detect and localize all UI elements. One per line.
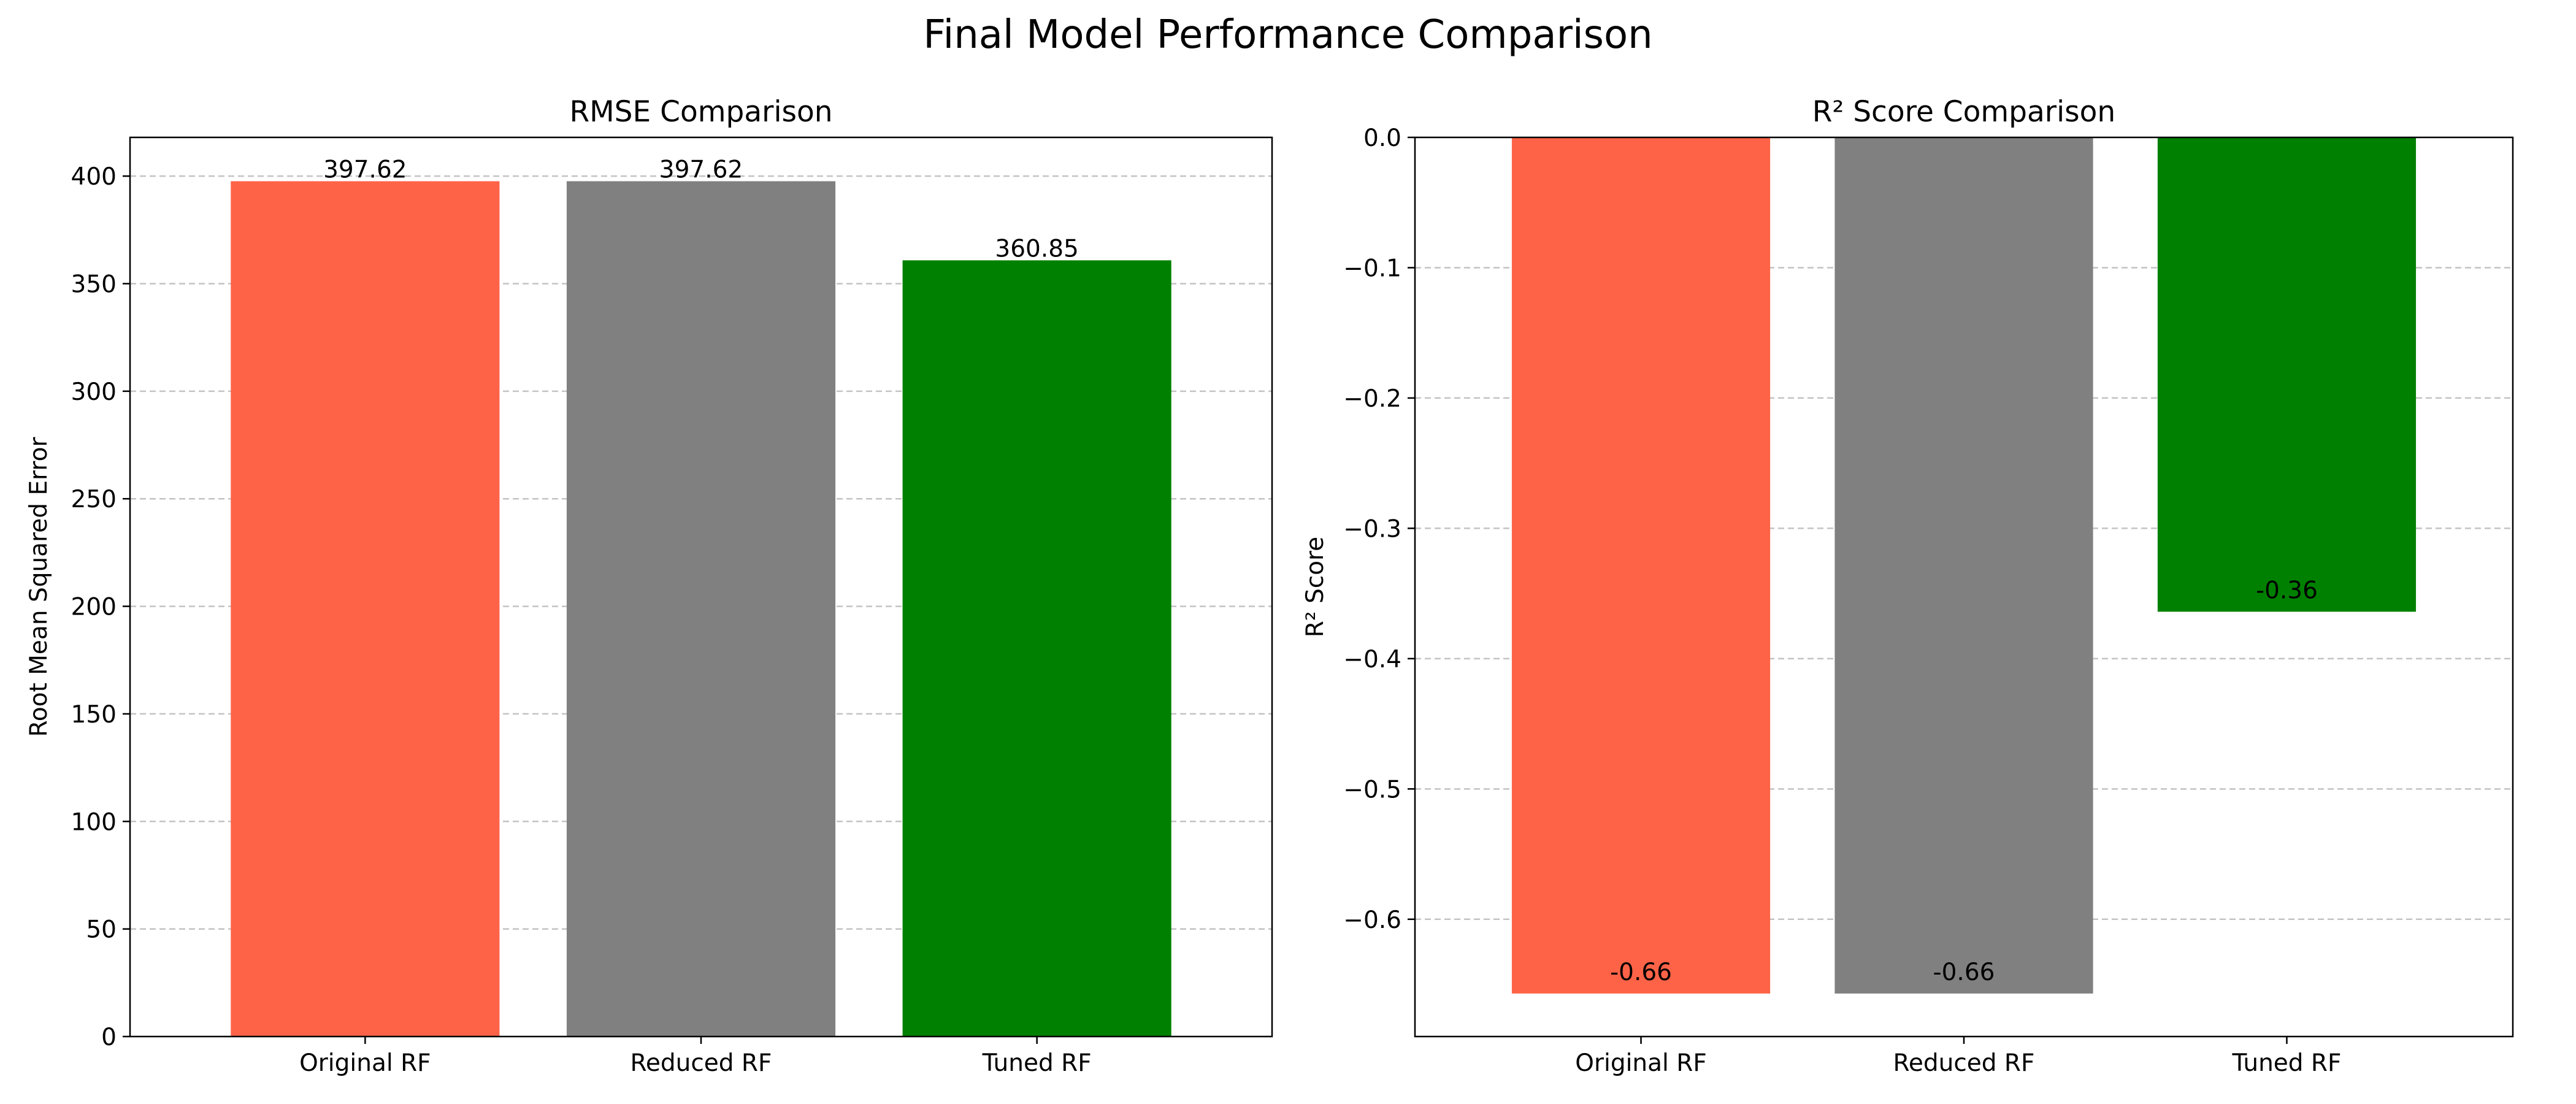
y-tick-label: −0.6 <box>1343 907 1401 934</box>
rmse-panel: 397.62 Original RF 397.62 Reduced RF 360.85 T… <box>25 95 1273 1077</box>
panel-title: RMSE Comparison <box>569 95 832 129</box>
data-label-reduced-rf: -0.66 <box>1933 959 1995 986</box>
bar-tuned-rf <box>902 260 1171 1037</box>
y-tick-label: 0 <box>101 1024 117 1051</box>
y-tick-label: 100 <box>71 808 117 836</box>
data-label-tuned-rf: 360.85 <box>995 235 1078 263</box>
r2-panel: -0.66 Original RF -0.66 Reduced RF -0.36 Tune… <box>1301 95 2514 1077</box>
y-tick-label: 400 <box>71 163 117 191</box>
y-tick-label: 250 <box>71 486 117 513</box>
x-tick-label-tuned-rf: Tuned RF <box>2231 1049 2341 1077</box>
bar-original-rf <box>1511 137 1771 994</box>
figure-title: Final Model Performance Comparison <box>923 12 1652 58</box>
y-axis-label: Root Mean Squared Error <box>25 437 53 737</box>
x-tick-label-tuned-rf: Tuned RF <box>982 1049 1092 1077</box>
y-tick-label: −0.1 <box>1343 255 1401 282</box>
y-tick-label: 150 <box>71 701 117 729</box>
y-tick-label: 0.0 <box>1363 125 1401 152</box>
y-tick-label: 50 <box>86 916 117 944</box>
y-tick-label: 350 <box>71 270 117 298</box>
bar-original-rf <box>231 181 500 1037</box>
plot-frame <box>129 136 1273 1038</box>
x-tick-label-reduced-rf: Reduced RF <box>631 1049 772 1077</box>
y-axis-label: R² Score <box>1301 537 1329 637</box>
y-tick-label: −0.4 <box>1343 646 1401 673</box>
data-label-original-rf: 397.62 <box>323 156 407 183</box>
bar-tuned-rf <box>2157 137 2417 612</box>
bar-reduced-rf <box>566 181 836 1037</box>
bar-reduced-rf <box>1834 137 2093 994</box>
y-tick-label: −0.3 <box>1343 515 1401 543</box>
x-tick-label-original-rf: Original RF <box>1575 1049 1707 1077</box>
x-tick-label-original-rf: Original RF <box>299 1049 431 1077</box>
panel-title: R² Score Comparison <box>1812 95 2115 129</box>
y-tick-label: 300 <box>71 378 117 406</box>
data-label-tuned-rf: -0.36 <box>2256 577 2318 604</box>
y-tick-label: 200 <box>71 594 117 621</box>
y-tick-label: −0.2 <box>1343 385 1401 413</box>
x-tick-label-reduced-rf: Reduced RF <box>1893 1049 2035 1077</box>
y-tick-label: −0.5 <box>1343 776 1401 803</box>
plot-frame <box>1414 136 2514 1038</box>
data-label-reduced-rf: 397.62 <box>659 156 743 183</box>
data-label-original-rf: -0.66 <box>1610 959 1672 986</box>
